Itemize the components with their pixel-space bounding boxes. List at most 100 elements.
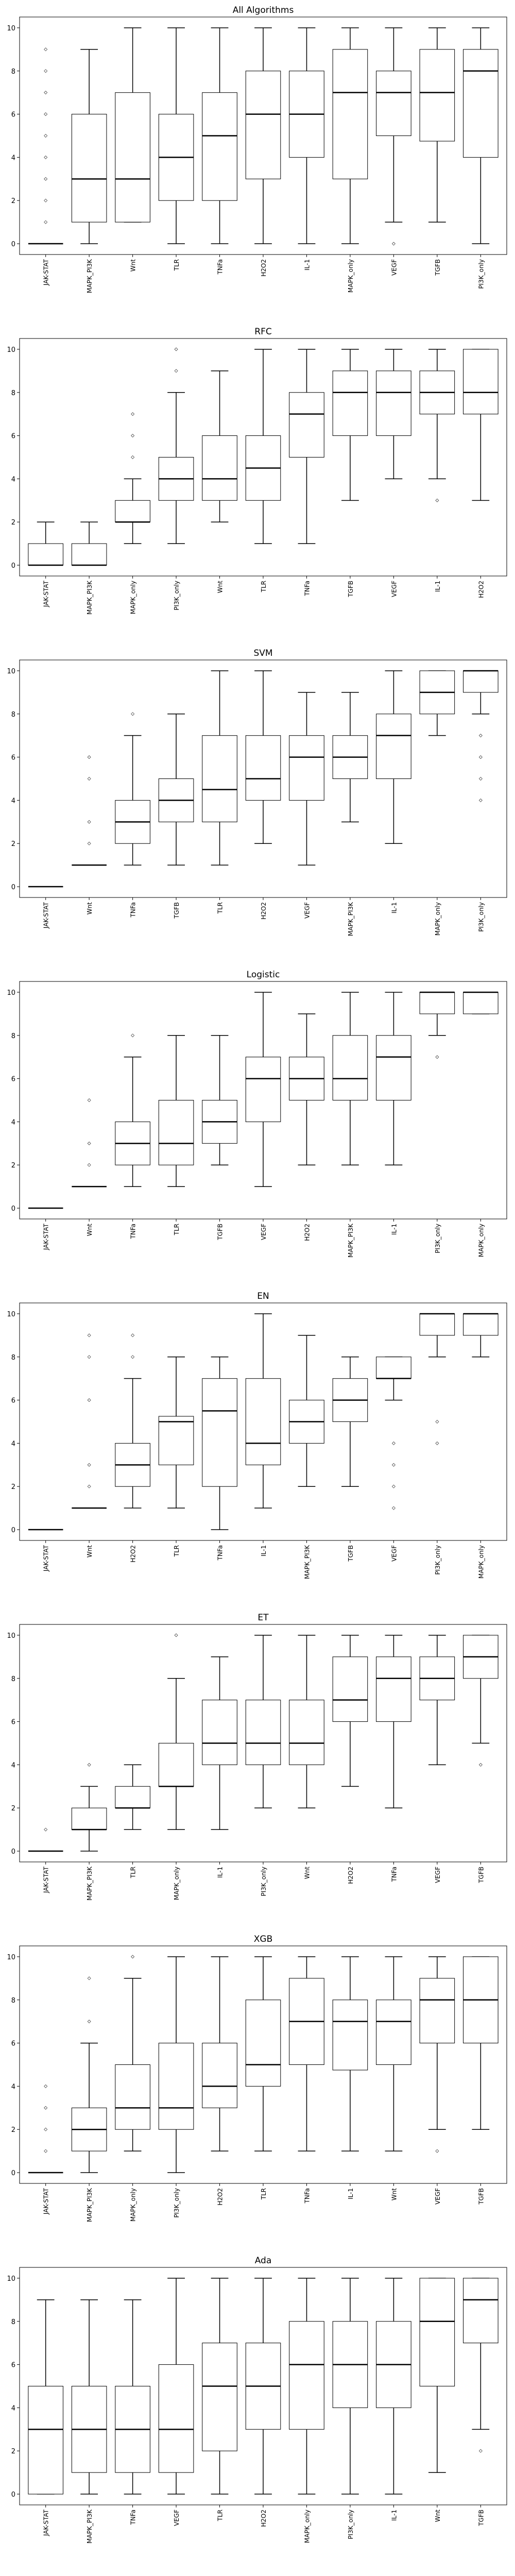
iqr-box bbox=[115, 1786, 150, 1808]
y-tick-label: 2 bbox=[11, 1162, 15, 1170]
outlier-point bbox=[87, 1333, 91, 1337]
iqr-box bbox=[28, 2386, 63, 2495]
iqr-box bbox=[332, 370, 368, 436]
x-tick-label: TLR bbox=[130, 1867, 137, 1878]
x-tick-label: MAPK_only bbox=[130, 581, 137, 614]
x-tick-label: JAK-STAT bbox=[43, 1866, 50, 1893]
outlier-point bbox=[391, 1506, 396, 1510]
iqr-box bbox=[202, 92, 237, 201]
axes-frame bbox=[19, 2267, 507, 2505]
iqr-box bbox=[289, 735, 324, 801]
iqr-box bbox=[158, 1416, 194, 1465]
y-tick-label: 8 bbox=[11, 1032, 15, 1040]
x-tick-label: H2O2 bbox=[260, 259, 267, 277]
y-tick-label: 4 bbox=[11, 1440, 15, 1448]
y-tick-label: 4 bbox=[11, 476, 15, 483]
x-tick-label: Wnt bbox=[86, 902, 93, 914]
iqr-box bbox=[376, 71, 411, 136]
x-tick-label: JAK-STAT bbox=[43, 1223, 50, 1250]
outlier-point bbox=[391, 242, 396, 246]
y-tick-label: 2 bbox=[11, 197, 15, 205]
iqr-box bbox=[202, 2343, 237, 2451]
iqr-box bbox=[245, 1057, 281, 1122]
x-tick-label: JAK-STAT bbox=[43, 2509, 50, 2536]
x-tick-label: MAPK_PI3K bbox=[86, 2509, 93, 2544]
x-tick-label: TNFa bbox=[390, 1867, 398, 1882]
y-tick-label: 4 bbox=[11, 2083, 15, 2091]
x-tick-label: VEGF bbox=[303, 902, 311, 919]
panel-title: RFC bbox=[254, 327, 271, 337]
y-tick-label: 6 bbox=[11, 2040, 15, 2048]
x-tick-label: TGFB bbox=[477, 1867, 485, 1884]
x-tick-label: Wnt bbox=[86, 1545, 93, 1557]
outlier-point bbox=[435, 1441, 439, 1445]
y-tick-label: 10 bbox=[7, 989, 15, 997]
iqr-box bbox=[289, 392, 324, 457]
iqr-box bbox=[376, 1035, 411, 1100]
x-tick-label: TLR bbox=[260, 2188, 267, 2200]
axes-frame bbox=[19, 659, 507, 898]
iqr-box bbox=[463, 1313, 499, 1336]
iqr-box bbox=[376, 1999, 411, 2065]
x-tick-label: VEGF bbox=[390, 259, 398, 276]
x-tick-label: TGFB bbox=[477, 2510, 485, 2527]
outlier-point bbox=[44, 2127, 48, 2131]
outlier-point bbox=[478, 734, 483, 738]
x-tick-label: TLR bbox=[173, 259, 180, 271]
x-tick-label: MAPK_only bbox=[477, 1545, 485, 1579]
outlier-point bbox=[87, 755, 91, 759]
x-tick-label: H2O2 bbox=[260, 902, 267, 920]
iqr-box bbox=[289, 2321, 324, 2430]
outlier-point bbox=[87, 1163, 91, 1167]
axes-frame bbox=[19, 338, 507, 577]
iqr-box bbox=[158, 2364, 194, 2473]
x-tick-label: H2O2 bbox=[130, 1545, 137, 1563]
iqr-box bbox=[71, 114, 107, 223]
outlier-point bbox=[44, 220, 48, 224]
outlier-point bbox=[44, 2084, 48, 2088]
y-tick-label: 8 bbox=[11, 1997, 15, 2005]
x-tick-label: IL-1 bbox=[390, 902, 398, 913]
x-tick-label: MAPK_PI3K bbox=[86, 259, 93, 293]
iqr-box bbox=[202, 1700, 237, 1765]
y-tick-label: 2 bbox=[11, 2126, 15, 2134]
outlier-point bbox=[174, 1633, 178, 1637]
y-tick-label: 4 bbox=[11, 1761, 15, 1769]
outlier-point bbox=[435, 498, 439, 502]
iqr-box bbox=[463, 2278, 499, 2344]
outlier-point bbox=[44, 91, 48, 95]
iqr-box bbox=[115, 2064, 150, 2130]
outlier-point bbox=[44, 2106, 48, 2110]
x-tick-label: PI3K_only bbox=[434, 1224, 441, 1253]
iqr-box bbox=[463, 670, 499, 693]
x-tick-label: Wnt bbox=[217, 581, 224, 593]
axes-frame bbox=[19, 981, 507, 1219]
x-tick-label: TLR bbox=[217, 2510, 224, 2521]
x-tick-label: TGFB bbox=[347, 581, 354, 598]
iqr-box bbox=[202, 735, 237, 822]
axes-frame bbox=[19, 16, 507, 255]
x-tick-label: H2O2 bbox=[260, 2510, 267, 2527]
y-tick-label: 4 bbox=[11, 154, 15, 162]
y-tick-label: 2 bbox=[11, 519, 15, 527]
x-tick-label: TNFa bbox=[217, 1545, 224, 1561]
x-tick-label: IL-1 bbox=[303, 259, 311, 270]
x-tick-label: JAK-STAT bbox=[43, 259, 50, 286]
iqr-box bbox=[158, 2043, 194, 2130]
x-tick-label: TNFa bbox=[130, 902, 137, 918]
x-tick-label: MAPK_only bbox=[303, 2510, 311, 2543]
iqr-box bbox=[245, 735, 281, 801]
iqr-box bbox=[463, 49, 499, 158]
y-tick-label: 2 bbox=[11, 1483, 15, 1491]
x-tick-label: PI3K_only bbox=[347, 2510, 354, 2539]
iqr-box bbox=[202, 2043, 237, 2108]
y-tick-label: 10 bbox=[7, 2275, 15, 2283]
panel-title: ET bbox=[258, 1613, 269, 1623]
x-tick-label: MAPK_only bbox=[434, 902, 441, 936]
outlier-point bbox=[87, 1098, 91, 1103]
outlier-point bbox=[44, 1827, 48, 1832]
outlier-point bbox=[131, 434, 135, 438]
outlier-point bbox=[87, 1484, 91, 1488]
y-tick-label: 2 bbox=[11, 1805, 15, 1812]
